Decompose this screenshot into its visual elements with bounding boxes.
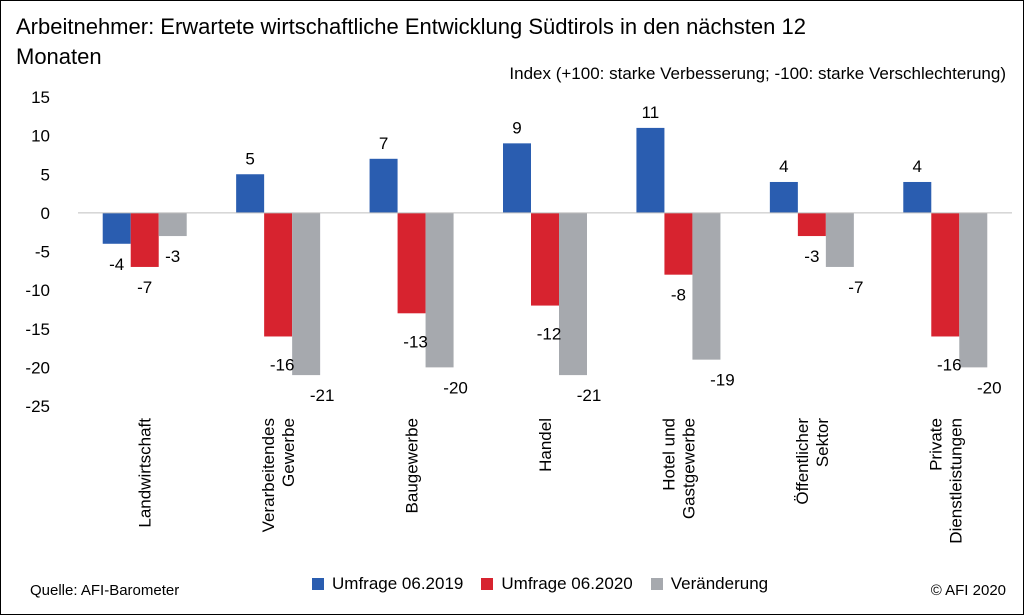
y-tick-label: 15 <box>31 88 50 107</box>
bar-3-2 <box>292 212 321 376</box>
bar-1-4 <box>503 143 531 213</box>
chart-subtitle: Index (+100: starke Verbesserung; -100: … <box>509 64 1006 83</box>
data-label-1-6: 4 <box>779 157 788 176</box>
bar-2-5 <box>664 212 693 275</box>
y-tick-label: -5 <box>35 243 50 262</box>
x-tick-label: Verarbeitendes <box>259 418 278 532</box>
y-tick-label: -25 <box>25 397 50 416</box>
legend-swatch-series-2 <box>481 578 494 590</box>
x-tick-label: Handel <box>536 418 555 472</box>
x-tick-label: Landwirtschaft <box>136 418 155 528</box>
source-note: Quelle: AFI-Barometer <box>30 582 180 599</box>
y-tick-label: -20 <box>25 358 50 377</box>
copyright-note: © AFI 2020 <box>930 582 1006 599</box>
bars <box>102 127 988 376</box>
legend: Umfrage 06.2019 Umfrage 06.2020 Veränder… <box>312 574 768 594</box>
x-axis: Landwirtschaft Verarbeitendes Gewerbe Bauge… <box>78 212 1012 544</box>
chart-title: Arbeitnehmer: Erwartete wirtschaftliche … <box>16 14 806 69</box>
bar-3-6 <box>825 212 854 267</box>
data-label-3-4: -21 <box>577 386 602 405</box>
bar-3-7 <box>959 212 988 368</box>
bar-2-1 <box>130 212 159 267</box>
data-label-2-3: -13 <box>403 332 428 351</box>
data-label-3-3: -20 <box>443 378 468 397</box>
data-label-3-2: -21 <box>310 386 335 405</box>
legend-swatch-series-1 <box>312 578 324 590</box>
bar-3-3 <box>425 212 454 368</box>
data-label-1-1: -4 <box>109 255 124 274</box>
data-label-2-6: -3 <box>804 247 819 266</box>
y-tick-label: -10 <box>25 281 50 300</box>
data-label-3-5: -19 <box>710 371 735 390</box>
data-label-1-3: 7 <box>379 134 388 153</box>
data-label-1-5: 11 <box>642 103 660 122</box>
bar-3-5 <box>692 212 721 360</box>
bar-1-2 <box>236 174 265 213</box>
bar-3-1 <box>158 212 187 237</box>
x-tick-label: Private <box>926 418 945 471</box>
x-tick-label: Dienstleistungen <box>946 418 965 544</box>
x-tick-label: Öffentlicher <box>793 418 812 505</box>
x-tick-label: Gastgewerbe <box>679 418 698 519</box>
bar-3-4 <box>559 212 587 376</box>
bar-2-7 <box>931 212 960 337</box>
legend-item-series-2: Umfrage 06.2020 <box>481 574 633 594</box>
legend-swatch-series-3 <box>650 578 663 590</box>
x-tick-label: Baugewerbe <box>403 418 422 513</box>
y-tick-label: 10 <box>31 127 50 146</box>
data-label-1-7: 4 <box>913 157 922 176</box>
data-label-3-1: -3 <box>165 247 180 266</box>
legend-item-series-3: Veränderung <box>650 574 769 594</box>
legend-label-series-1: Umfrage 06.2019 <box>332 574 464 593</box>
data-label-2-2: -16 <box>270 355 295 374</box>
bar-1-7 <box>903 181 932 213</box>
data-label-1-4: 9 <box>512 118 521 137</box>
data-labels: -4 -7 -3 5 -16 -21 7 -13 -20 9 -12 -21 11 -8 -19 4 -3 -7 4… <box>109 103 1001 405</box>
bar-1-6 <box>769 181 798 213</box>
y-tick-label: 0 <box>41 204 50 223</box>
bar-1-1 <box>102 212 131 244</box>
legend-label-series-3: Veränderung <box>670 574 769 593</box>
data-label-3-6: -7 <box>848 278 863 297</box>
data-label-3-7: -20 <box>977 378 1002 397</box>
data-label-2-5: -8 <box>671 286 686 305</box>
x-tick-label: Hotel und <box>659 418 678 491</box>
bar-2-4 <box>531 212 559 306</box>
y-tick-label: -15 <box>25 320 50 339</box>
legend-label-series-2: Umfrage 06.2020 <box>501 574 633 593</box>
bar-1-5 <box>636 127 665 213</box>
bar-2-6 <box>797 212 826 237</box>
bar-2-2 <box>264 212 293 337</box>
data-label-2-4: -12 <box>537 325 562 344</box>
data-label-1-2: 5 <box>245 149 254 168</box>
legend-item-series-1: Umfrage 06.2019 <box>312 574 463 594</box>
y-axis: 15 10 5 0 -5 -10 -15 -20 -25 <box>25 88 50 416</box>
y-tick-label: 5 <box>41 165 50 184</box>
x-tick-label: Sektor <box>813 418 832 467</box>
data-label-2-1: -7 <box>137 278 152 297</box>
x-tick-label: Gewerbe <box>279 418 298 487</box>
bar-2-3 <box>397 212 426 314</box>
data-label-2-7: -16 <box>937 355 962 374</box>
bar-1-3 <box>369 158 398 213</box>
